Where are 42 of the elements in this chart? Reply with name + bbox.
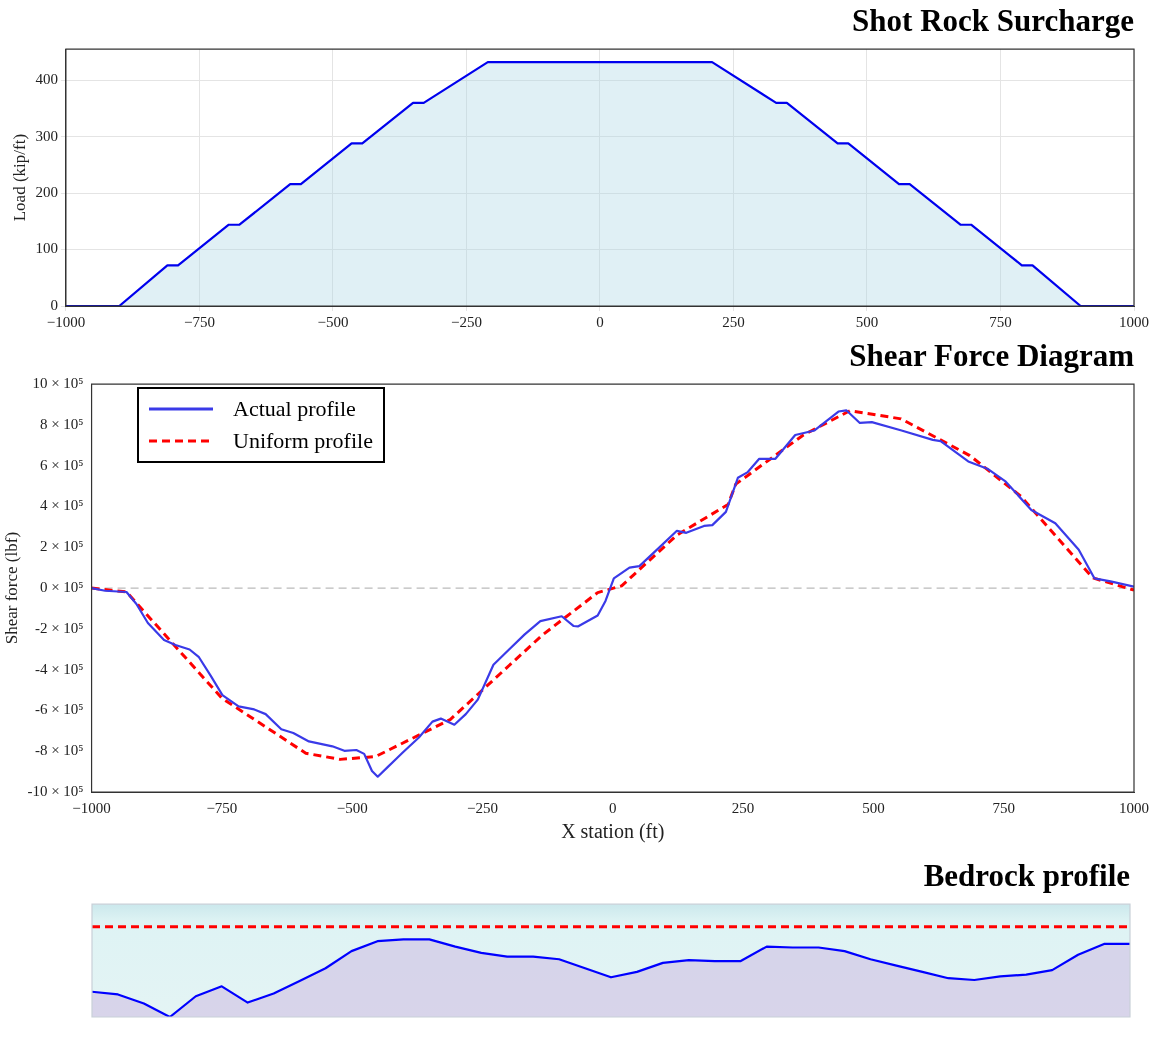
y-tick-label: 0 × 10⁵ — [39, 579, 84, 596]
y-tick-label: 4 × 10⁵ — [39, 497, 84, 514]
y-tick-label: -2 × 10⁵ — [34, 619, 84, 636]
x-tick-label: 250 — [722, 313, 745, 330]
y-tick-label: 400 — [35, 71, 58, 88]
y-tick-label: 8 × 10⁵ — [39, 415, 84, 432]
x-tick-label: 1000 — [1119, 313, 1149, 330]
chart-title: Shot Rock Surcharge — [852, 2, 1134, 38]
legend-label: Uniform profile — [233, 428, 373, 454]
x-tick-label: 750 — [992, 799, 1015, 816]
x-tick-label: 500 — [855, 313, 879, 330]
y-tick-label: -10 × 10⁵ — [27, 782, 84, 799]
x-tick-label: −1000 — [72, 799, 111, 816]
y-tick-label: 10 × 10⁵ — [32, 375, 84, 392]
x-tick-label: 0 — [596, 313, 604, 330]
y-tick-label: -4 × 10⁵ — [34, 660, 84, 677]
y-axis-title: Shear force (lbf) — [1, 531, 21, 645]
x-tick-label: −750 — [206, 799, 238, 816]
x-tick-label: −500 — [336, 799, 368, 816]
x-tick-label: −250 — [450, 313, 482, 330]
chart-title: Shear Force Diagram — [849, 337, 1135, 373]
x-tick-label: −500 — [317, 313, 349, 330]
x-tick-label: 750 — [989, 313, 1012, 330]
x-tick-label: 1000 — [1119, 799, 1149, 816]
y-axis-title: Load (kip/ft) — [9, 133, 29, 222]
y-tick-label: -6 × 10⁵ — [34, 701, 84, 718]
y-tick-label: 0 — [50, 296, 58, 313]
y-tick-label: 6 × 10⁵ — [39, 456, 84, 473]
x-tick-label: 500 — [862, 799, 885, 816]
legend-label: Actual profile — [233, 396, 356, 422]
y-tick-label: -8 × 10⁵ — [34, 742, 84, 759]
y-tick-label: 100 — [35, 240, 58, 257]
x-axis-title: X station (ft) — [561, 820, 665, 844]
chart-title: Bedrock profile — [923, 857, 1130, 893]
y-tick-label: 2 × 10⁵ — [39, 538, 84, 555]
x-tick-label: −1000 — [46, 313, 86, 330]
x-tick-label: −750 — [183, 313, 215, 330]
x-tick-label: 250 — [731, 799, 755, 816]
y-tick-label: 300 — [35, 127, 58, 144]
x-tick-label: 0 — [609, 799, 617, 816]
x-tick-label: −250 — [467, 799, 498, 816]
y-tick-label: 200 — [35, 184, 58, 201]
